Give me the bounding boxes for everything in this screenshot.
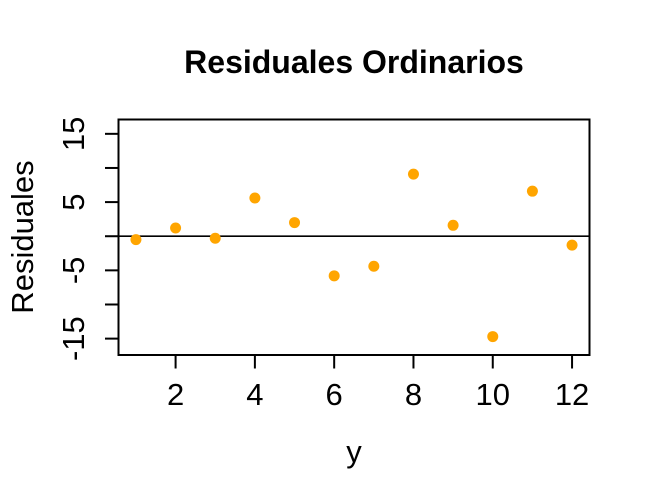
x-axis-label: y — [346, 434, 362, 469]
data-points — [130, 168, 578, 343]
data-point — [289, 217, 301, 229]
y-tick-label: -5 — [56, 257, 91, 285]
data-point — [170, 222, 182, 234]
y-axis-label: Residuales — [5, 160, 40, 313]
x-tick-label: 12 — [555, 377, 589, 412]
x-tick-label: 10 — [476, 377, 510, 412]
x-tick-label: 6 — [326, 377, 343, 412]
y-tick-label: 15 — [56, 117, 91, 151]
plot-frame — [117, 118, 591, 356]
plot-box — [117, 118, 591, 356]
data-point — [209, 232, 221, 244]
y-tick-label: -15 — [56, 316, 91, 361]
x-tick-label: 8 — [405, 377, 422, 412]
data-point — [249, 192, 261, 204]
axis-tick-labels: 2 4 6 8 10 12 -15 -5 5 15 — [56, 117, 589, 412]
data-point — [407, 168, 419, 180]
data-point — [447, 219, 459, 231]
x-tick-label: 4 — [246, 377, 263, 412]
data-point — [487, 331, 499, 343]
axis-ticks — [105, 132, 574, 369]
x-tick-label: 2 — [167, 377, 184, 412]
data-point — [130, 234, 142, 246]
y-tick-label: 5 — [56, 193, 91, 210]
data-point — [328, 270, 340, 282]
data-point — [368, 260, 380, 272]
data-point — [566, 239, 578, 251]
data-point — [526, 185, 538, 197]
chart-title: Residuales Ordinarios — [184, 44, 524, 80]
